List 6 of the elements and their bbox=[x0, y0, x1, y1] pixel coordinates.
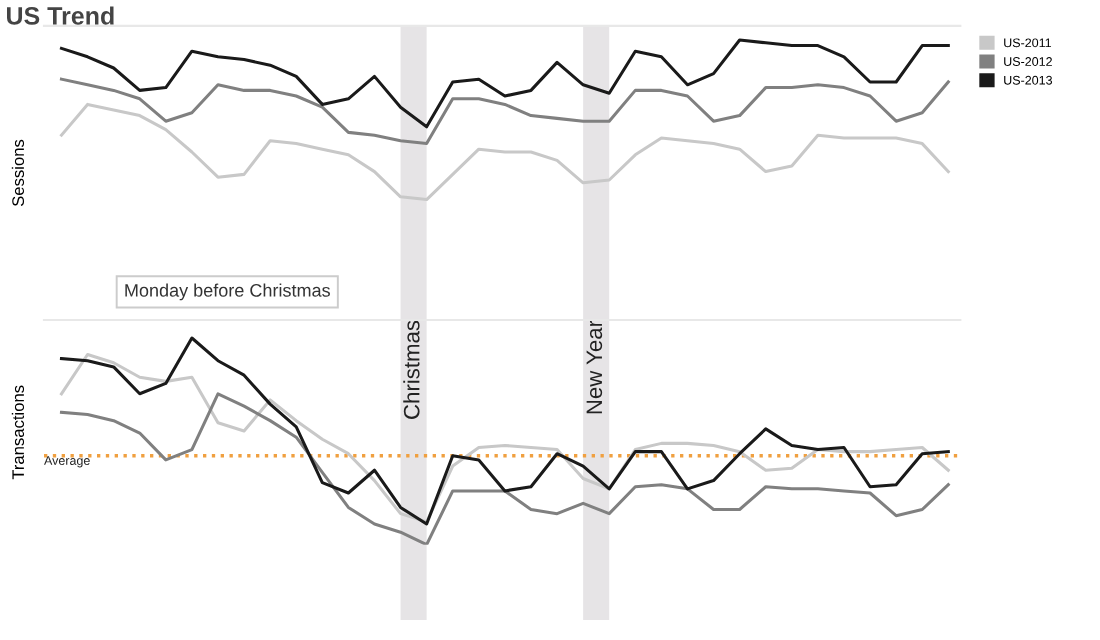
annotation: New Year bbox=[586, 320, 603, 414]
y-axis-title: Transactions bbox=[11, 385, 25, 480]
chart-title: US Trend bbox=[7, 6, 114, 25]
y-axis-title: Sessions bbox=[11, 139, 25, 207]
annotation: Christmas bbox=[403, 320, 420, 419]
annotation: Monday before Christmas bbox=[125, 283, 330, 301]
